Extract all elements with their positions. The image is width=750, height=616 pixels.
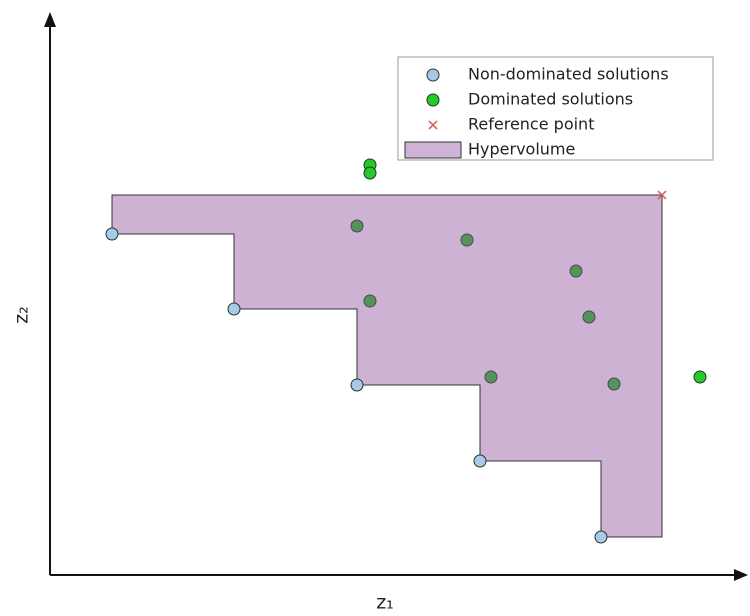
point	[693, 370, 707, 384]
point	[105, 227, 119, 241]
point	[363, 294, 377, 308]
plot-area	[105, 158, 707, 544]
hypervolume	[111, 194, 663, 538]
legend-label: Non-dominated solutions	[468, 65, 669, 84]
x-label: z₁	[376, 592, 394, 614]
legend-label: Hypervolume	[468, 140, 575, 159]
point	[484, 370, 498, 384]
point	[473, 454, 487, 468]
point	[227, 302, 241, 316]
legend-marker	[426, 93, 440, 107]
x-arrow	[734, 569, 748, 581]
point	[594, 530, 608, 544]
point	[363, 166, 377, 180]
legend-marker	[404, 141, 462, 159]
point	[569, 264, 583, 278]
legend-label: Reference point	[468, 115, 594, 134]
point	[582, 310, 596, 324]
y-label: z₂	[11, 306, 33, 324]
y-arrow	[44, 12, 56, 27]
point	[607, 377, 621, 391]
point	[350, 378, 364, 392]
legend-label: Dominated solutions	[468, 90, 633, 109]
legend: Non-dominated solutions Dominated solutio…	[397, 56, 714, 161]
reference-point	[657, 190, 667, 200]
point	[350, 219, 364, 233]
legend-marker	[426, 68, 440, 82]
legend-marker	[428, 120, 438, 130]
point	[460, 233, 474, 247]
